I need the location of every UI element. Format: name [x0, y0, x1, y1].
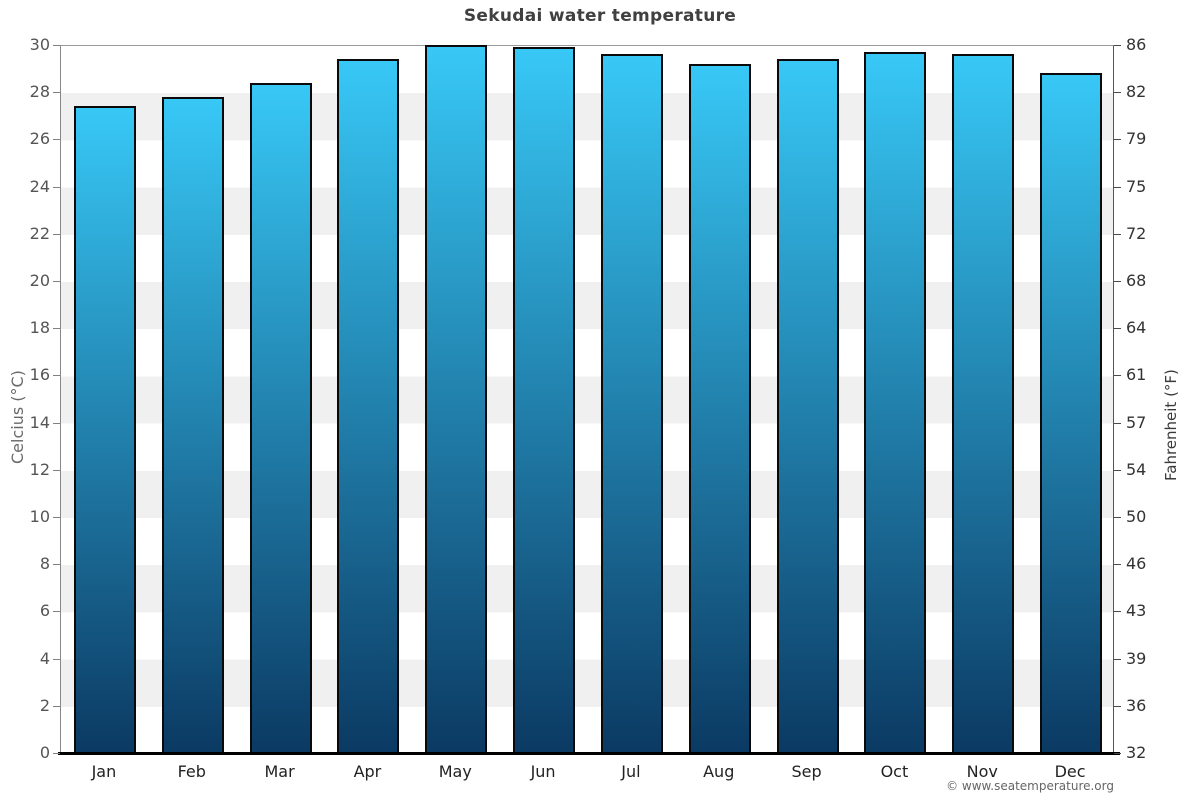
y-tick-mark-right-54 [1114, 469, 1121, 471]
y-tick-right-46: 46 [1126, 554, 1147, 574]
x-label-aug: Aug [703, 762, 735, 781]
y-tick-left-4: 4 [39, 648, 50, 668]
y-tick-left-28: 28 [29, 82, 50, 102]
x-label-jul: Jul [621, 762, 641, 781]
y-tick-right-79: 79 [1126, 129, 1147, 149]
y-tick-mark-left-4 [53, 658, 60, 660]
x-label-feb: Feb [177, 762, 206, 781]
y-tick-mark-left-24 [53, 186, 60, 188]
bar-nov [952, 54, 1015, 753]
plot-area [60, 45, 1114, 753]
y-tick-left-24: 24 [29, 176, 50, 196]
x-label-may: May [438, 762, 472, 781]
y-tick-mark-right-32 [1114, 753, 1121, 754]
x-label-apr: Apr [353, 762, 382, 781]
y-tick-left-0: 0 [39, 743, 50, 762]
y-tick-mark-left-6 [53, 611, 60, 613]
y-tick-left-16: 16 [29, 365, 50, 385]
y-tick-mark-left-8 [53, 564, 60, 566]
y-tick-mark-right-61 [1114, 375, 1121, 377]
copyright-text: © www.seatemperature.org [946, 779, 1114, 793]
y-tick-right-57: 57 [1126, 412, 1147, 432]
y-tick-mark-left-12 [53, 469, 60, 471]
y-tick-mark-right-57 [1114, 422, 1121, 424]
x-label-jun: Jun [530, 762, 556, 781]
y-tick-mark-right-79 [1114, 139, 1121, 141]
y-tick-right-36: 36 [1126, 695, 1147, 715]
y-tick-mark-left-2 [53, 705, 60, 707]
y-tick-mark-right-68 [1114, 281, 1121, 282]
y-tick-mark-left-28 [53, 92, 60, 94]
y-tick-mark-right-86 [1114, 45, 1121, 46]
y-tick-mark-left-10 [53, 517, 60, 518]
bar-jul [600, 54, 663, 753]
y-tick-mark-left-30 [53, 45, 60, 46]
y-tick-mark-right-50 [1114, 517, 1121, 518]
y-tick-right-43: 43 [1126, 601, 1147, 621]
y-tick-left-14: 14 [29, 412, 50, 432]
y-tick-right-50: 50 [1126, 507, 1147, 526]
x-label-dec: Dec [1054, 762, 1086, 781]
y-tick-mark-left-22 [53, 233, 60, 235]
x-axis-line [58, 752, 1120, 755]
y-tick-mark-left-18 [53, 328, 60, 330]
y-tick-right-61: 61 [1126, 365, 1147, 385]
y-tick-mark-right-36 [1114, 705, 1121, 707]
y-tick-mark-right-64 [1114, 328, 1121, 330]
y-tick-right-75: 75 [1126, 176, 1147, 196]
y-tick-left-18: 18 [29, 318, 50, 338]
y-tick-mark-left-26 [53, 139, 60, 141]
y-tick-left-30: 30 [29, 35, 50, 54]
x-label-oct: Oct [880, 762, 909, 781]
bar-feb [161, 96, 224, 753]
y-tick-mark-right-72 [1114, 233, 1121, 235]
y-tick-mark-right-75 [1114, 186, 1121, 188]
bar-dec [1040, 73, 1103, 753]
y-tick-right-86: 86 [1126, 35, 1147, 54]
y-tick-right-32: 32 [1126, 743, 1147, 762]
y-tick-left-2: 2 [39, 695, 50, 715]
y-axis-title-right: Fahrenheit (°F) [1162, 369, 1180, 481]
y-tick-right-64: 64 [1126, 318, 1147, 338]
y-tick-left-26: 26 [29, 129, 50, 149]
y-tick-mark-left-0 [53, 753, 60, 754]
y-tick-left-22: 22 [29, 223, 50, 243]
y-tick-mark-right-46 [1114, 564, 1121, 566]
y-tick-mark-left-16 [53, 375, 60, 377]
x-label-jan: Jan [91, 762, 117, 781]
x-label-mar: Mar [264, 762, 295, 781]
bar-jan [73, 106, 136, 753]
y-tick-mark-right-82 [1114, 92, 1121, 94]
bar-oct [864, 52, 927, 753]
bar-may [425, 45, 488, 753]
x-label-nov: Nov [966, 762, 998, 781]
y-tick-right-39: 39 [1126, 648, 1147, 668]
y-tick-left-12: 12 [29, 459, 50, 479]
chart-title: Sekudai water temperature [463, 6, 737, 26]
y-tick-left-20: 20 [29, 271, 50, 290]
bar-aug [688, 63, 751, 753]
y-tick-mark-left-20 [53, 281, 60, 282]
y-tick-mark-right-43 [1114, 611, 1121, 613]
bar-apr [337, 59, 400, 753]
bar-sep [776, 59, 839, 753]
y-tick-right-54: 54 [1126, 459, 1147, 479]
bar-jun [513, 47, 576, 753]
y-tick-left-6: 6 [39, 601, 50, 621]
y-tick-right-82: 82 [1126, 82, 1147, 102]
y-axis-title-left: Celcius (°C) [8, 370, 27, 464]
y-tick-mark-left-14 [53, 422, 60, 424]
y-tick-mark-right-39 [1114, 658, 1121, 660]
x-label-sep: Sep [791, 762, 822, 781]
y-tick-left-10: 10 [29, 507, 50, 526]
y-tick-right-72: 72 [1126, 223, 1147, 243]
y-tick-right-68: 68 [1126, 271, 1147, 290]
bar-mar [249, 82, 312, 753]
y-tick-left-8: 8 [39, 554, 50, 574]
